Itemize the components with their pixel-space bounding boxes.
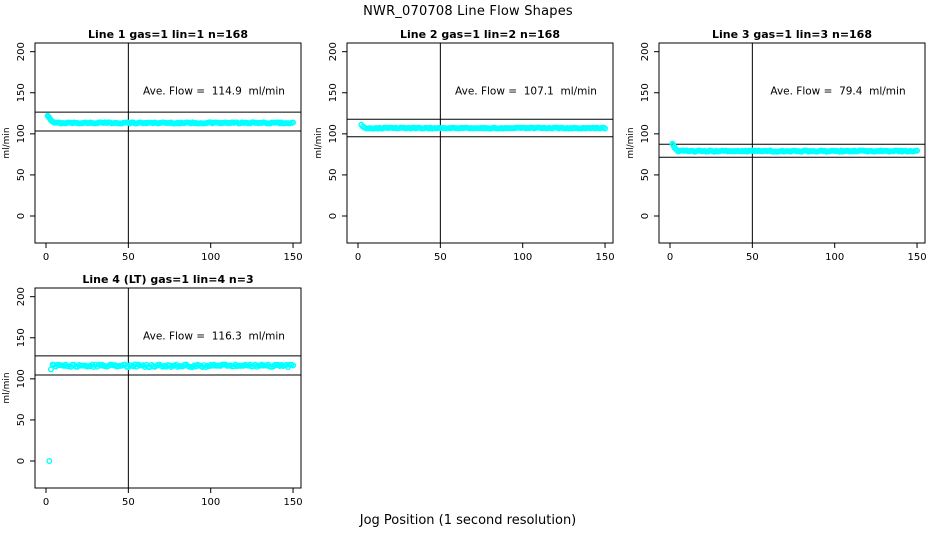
svg-text:0: 0: [355, 252, 361, 263]
panel-title-line-3: Line 3 gas=1 lin=3 n=168: [711, 28, 872, 41]
plot-line-1: 0 50 100 150 0 50 100 150 200 ml/min Ave. Flow = 1…: [2, 42, 303, 263]
svg-text:100: 100: [825, 252, 844, 263]
plot-line-3: 0 50 100 150 0 50 100 150 200 ml/min Ave. Flow = 7…: [626, 42, 927, 263]
svg-text:0: 0: [16, 458, 27, 464]
svg-text:50: 50: [328, 169, 339, 182]
svg-text:ml/min: ml/min: [314, 127, 324, 158]
plot-line-2: 0 50 100 150 0 50 100 150 200 ml/min Ave. Flow = 1…: [314, 42, 615, 263]
svg-text:Ave. Flow = 107.1 ml/min: Ave. Flow = 107.1 ml/min: [455, 85, 597, 97]
svg-text:150: 150: [16, 328, 27, 347]
plot-line-4: 0 50 100 150 0 50 100 150 200 ml/min Ave. Flow = 1…: [2, 287, 303, 508]
svg-text:150: 150: [640, 83, 651, 102]
svg-text:ml/min: ml/min: [2, 372, 12, 403]
svg-text:100: 100: [201, 497, 220, 508]
svg-text:100: 100: [16, 369, 27, 388]
svg-text:100: 100: [640, 124, 651, 143]
x-axis-label: Jog Position (1 second resolution): [359, 513, 577, 528]
svg-text:0: 0: [667, 252, 673, 263]
panel-title-line-4: Line 4 (LT) gas=1 lin=4 n=3: [82, 273, 254, 286]
svg-text:200: 200: [328, 42, 339, 61]
svg-text:100: 100: [201, 252, 220, 263]
svg-text:0: 0: [640, 213, 651, 219]
svg-text:150: 150: [596, 252, 615, 263]
svg-text:100: 100: [513, 252, 532, 263]
svg-text:50: 50: [16, 169, 27, 182]
svg-text:150: 150: [284, 252, 303, 263]
svg-text:50: 50: [746, 252, 759, 263]
svg-text:ml/min: ml/min: [2, 127, 12, 158]
svg-text:ml/min: ml/min: [626, 127, 636, 158]
svg-text:0: 0: [43, 497, 49, 508]
svg-text:Ave. Flow = 114.9 ml/min: Ave. Flow = 114.9 ml/min: [143, 85, 285, 97]
svg-text:150: 150: [284, 497, 303, 508]
panel-line-4: 0 50 100 150 0 50 100 150 200 ml/min Ave. Flow = 1…: [0, 265, 312, 511]
panel-title-line-1: Line 1 gas=1 lin=1 n=168: [87, 28, 248, 41]
svg-text:200: 200: [640, 42, 651, 61]
svg-text:150: 150: [908, 252, 927, 263]
svg-text:200: 200: [16, 42, 27, 61]
panel-line-1: 0 50 100 150 0 50 100 150 200 ml/min Ave. Flow = 1…: [0, 20, 312, 266]
panel-line-2: 0 50 100 150 0 50 100 150 200 ml/min Ave. Flow = 1…: [312, 20, 624, 266]
svg-text:Ave. Flow = 116.3 ml/min: Ave. Flow = 116.3 ml/min: [143, 330, 285, 342]
svg-text:50: 50: [434, 252, 447, 263]
svg-text:0: 0: [43, 252, 49, 263]
svg-text:100: 100: [328, 124, 339, 143]
svg-text:50: 50: [640, 169, 651, 182]
svg-text:0: 0: [328, 213, 339, 219]
svg-text:150: 150: [328, 83, 339, 102]
panel-line-3: 0 50 100 150 0 50 100 150 200 ml/min Ave. Flow = 7…: [624, 20, 936, 266]
svg-text:200: 200: [16, 287, 27, 306]
svg-text:0: 0: [16, 213, 27, 219]
svg-text:50: 50: [122, 497, 135, 508]
panel-title-line-2: Line 2 gas=1 lin=2 n=168: [399, 28, 560, 41]
svg-text:Ave. Flow = 79.4 ml/min: Ave. Flow = 79.4 ml/min: [770, 85, 905, 97]
main-title: NWR_070708 Line Flow Shapes: [363, 4, 573, 19]
svg-text:100: 100: [16, 124, 27, 143]
svg-text:150: 150: [16, 83, 27, 102]
svg-text:50: 50: [122, 252, 135, 263]
svg-text:50: 50: [16, 414, 27, 427]
